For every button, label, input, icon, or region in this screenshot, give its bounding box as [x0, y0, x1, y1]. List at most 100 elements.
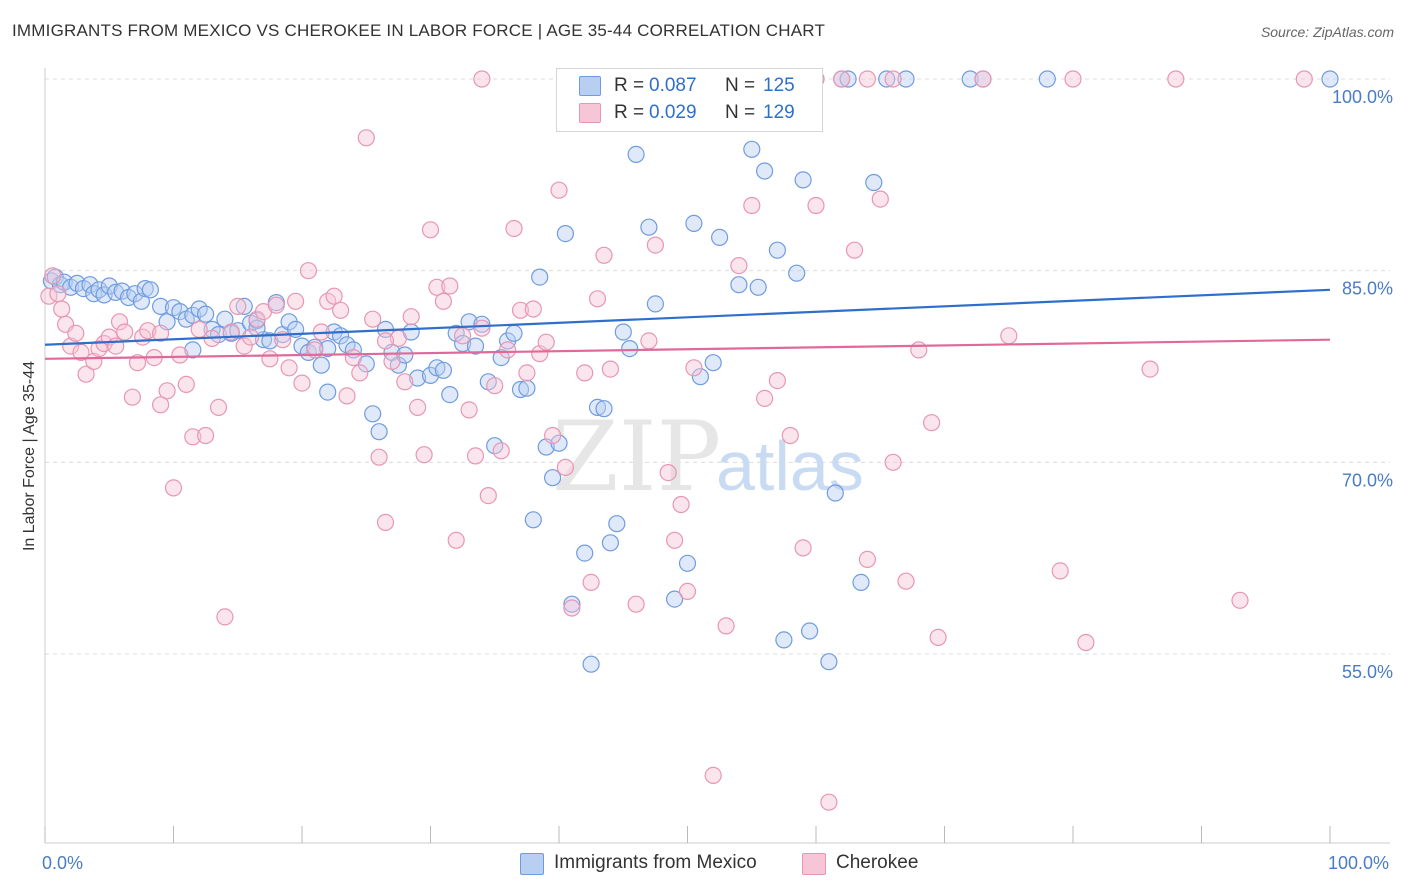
data-point: [878, 70, 896, 88]
data-point: [434, 361, 452, 379]
data-point: [717, 617, 735, 635]
data-point: [171, 346, 189, 364]
data-point: [524, 300, 542, 318]
data-point: [376, 332, 395, 350]
data-point: [197, 305, 215, 323]
data-point: [800, 622, 819, 640]
data-point: [479, 487, 497, 505]
data-point: [627, 595, 645, 613]
data-point: [1231, 591, 1249, 609]
legend-swatch-cherokee: [579, 103, 601, 123]
bottom-legend-swatch-mexico: [520, 853, 544, 875]
data-point: [820, 793, 838, 811]
data-point: [364, 310, 382, 328]
data-point: [409, 398, 427, 416]
data-point: [588, 290, 607, 308]
data-point: [601, 534, 620, 552]
data-point: [473, 70, 491, 88]
data-point: [595, 246, 613, 264]
trend-line-mexico: [44, 288, 1331, 346]
data-point: [768, 372, 787, 390]
x-tick-label-min: 0.0%: [42, 853, 84, 873]
legend-r-value: 0.029: [649, 102, 697, 123]
data-point: [287, 292, 305, 310]
y-tick-label: 70.0%: [1342, 470, 1393, 490]
data-point: [640, 332, 658, 350]
data-point: [1321, 70, 1339, 88]
data-point: [582, 573, 600, 592]
data-point: [929, 628, 947, 647]
data-point: [839, 70, 857, 88]
data-point: [351, 364, 369, 382]
data-point: [90, 340, 108, 358]
data-point: [704, 354, 722, 372]
data-point: [537, 333, 555, 351]
data-point: [197, 426, 215, 445]
data-point: [383, 352, 401, 370]
data-point: [646, 295, 665, 313]
data-point: [646, 236, 665, 254]
data-point: [332, 301, 350, 319]
data-point: [235, 297, 253, 315]
data-point: [755, 162, 774, 180]
data-point: [152, 396, 170, 414]
data-point: [1295, 70, 1313, 88]
data-point: [518, 379, 536, 397]
data-point: [710, 228, 729, 246]
data-point: [614, 323, 632, 341]
data-point: [299, 262, 317, 280]
data-point: [90, 281, 108, 299]
data-point: [370, 423, 388, 441]
data-point: [364, 405, 382, 423]
data-point: [434, 292, 452, 310]
data-point: [659, 464, 677, 482]
data-point: [807, 196, 825, 215]
data-point: [1064, 70, 1082, 88]
data-point: [325, 287, 343, 305]
data-point: [884, 453, 902, 471]
axes: [44, 68, 1390, 844]
watermark-atlas-text: atlas: [716, 427, 864, 505]
data-point: [62, 337, 80, 355]
data-point: [595, 400, 613, 418]
data-point: [749, 278, 767, 296]
data-point: [261, 350, 279, 368]
data-point: [852, 573, 870, 592]
data-point: [128, 354, 147, 372]
legend-r-value: 0.087: [649, 75, 697, 96]
data-point: [421, 221, 440, 239]
data-point: [974, 70, 992, 88]
data-point: [550, 181, 568, 199]
data-point: [608, 515, 626, 533]
data-point: [139, 322, 157, 340]
data-point: [141, 281, 159, 299]
data-point: [704, 766, 722, 785]
data-point: [576, 544, 594, 562]
data-point: [743, 140, 761, 158]
bottom-legend-label-mexico: Immigrants from Mexico: [554, 852, 757, 873]
series-cherokee: [40, 70, 1313, 811]
data-point: [730, 276, 748, 294]
data-point: [833, 70, 851, 88]
correlation-legend: R = 0.087 N = 125 R = 0.029 N = 129: [556, 68, 823, 132]
data-point: [116, 323, 134, 341]
data-point: [845, 241, 864, 259]
y-tick-label: 100.0%: [1332, 87, 1393, 107]
data-point: [511, 380, 530, 399]
legend-n-value: 125: [763, 75, 795, 96]
chart-title: IMMIGRANTS FROM MEXICO VS CHEROKEE IN LA…: [12, 21, 826, 40]
data-point: [402, 308, 420, 326]
data-point: [177, 375, 195, 393]
data-point: [113, 282, 131, 300]
data-point: [441, 277, 459, 295]
data-point: [492, 442, 510, 460]
data-point: [447, 531, 465, 549]
data-point: [1000, 327, 1018, 345]
y-tick-label: 55.0%: [1342, 662, 1393, 682]
gridlines: [45, 78, 1390, 655]
data-point: [556, 225, 575, 243]
data-point: [672, 495, 690, 514]
data-point: [743, 196, 761, 215]
data-point: [454, 327, 472, 345]
data-point: [665, 531, 684, 549]
